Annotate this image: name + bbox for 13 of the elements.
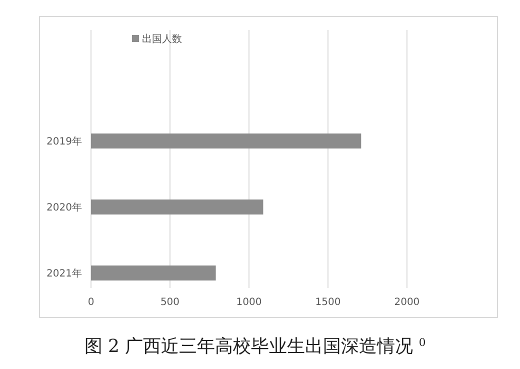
text: 图 2 广西近三年高校毕业生出国深造情况 $^{0}$	[84, 336, 426, 357]
x-tick-label: 2000	[394, 297, 420, 308]
bar	[91, 200, 264, 214]
x-tick-label: 1000	[236, 297, 262, 308]
y-tick-label: 2019年	[46, 136, 82, 148]
x-tick-label: 0	[88, 297, 94, 308]
bar	[91, 266, 216, 280]
x-tick-label: 1500	[315, 297, 341, 308]
x-tick-label: 500	[160, 297, 180, 308]
y-tick-label: 2020年	[46, 202, 82, 214]
bar	[91, 134, 362, 148]
y-tick-label: 2021年	[46, 268, 82, 280]
legend-label: 出国人数	[142, 33, 182, 45]
